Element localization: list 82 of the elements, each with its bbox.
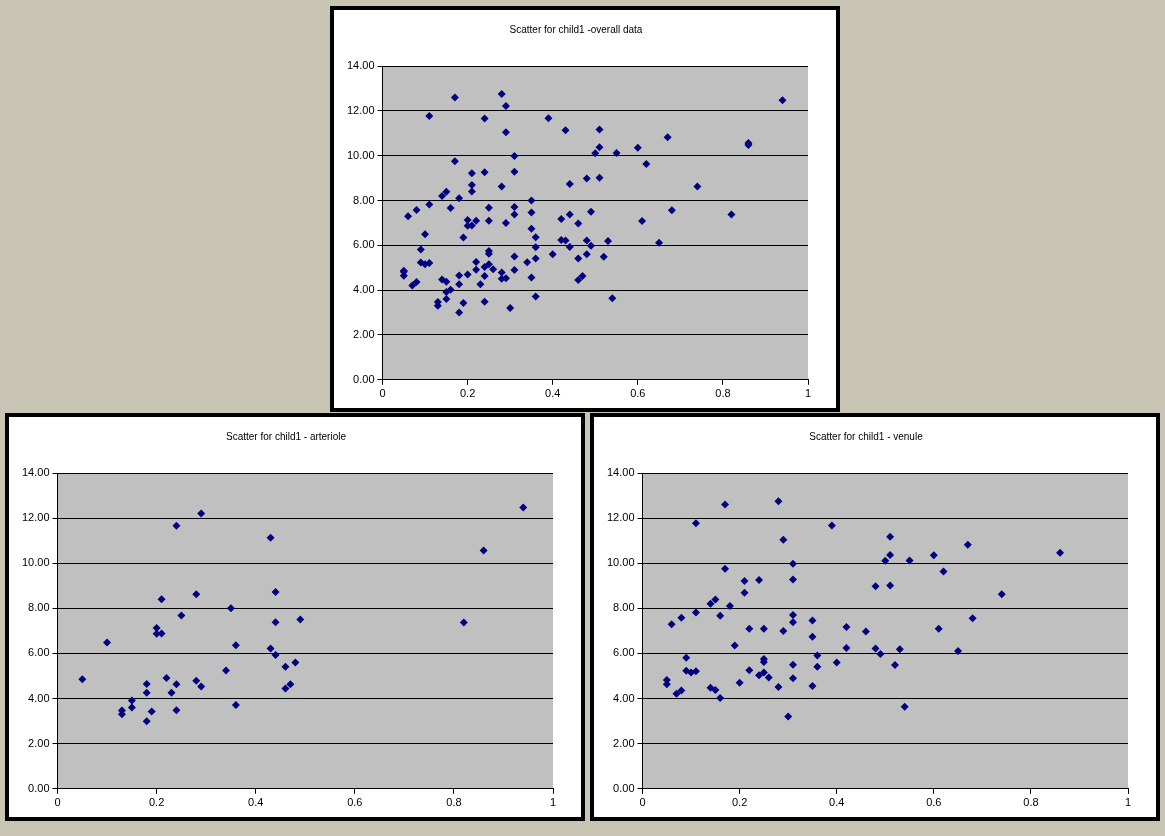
point — [286, 680, 295, 689]
x-tick-label: 0.8 — [1023, 796, 1039, 809]
point — [266, 644, 275, 653]
y-tick-label: 4.00 — [28, 691, 50, 704]
point — [296, 615, 305, 624]
point — [197, 682, 206, 691]
point — [177, 611, 186, 620]
point — [172, 706, 181, 715]
point — [226, 604, 235, 613]
x-tick-label: 0.6 — [926, 796, 942, 809]
y-tick-label: 0.00 — [28, 781, 50, 794]
point — [479, 546, 488, 555]
y-tick-label: 2.00 — [353, 328, 375, 340]
point — [271, 651, 280, 660]
chart-title: Scatter for child1 - venule — [809, 430, 924, 442]
point — [192, 676, 201, 685]
x-tick-label: 0.2 — [731, 796, 748, 809]
point — [519, 503, 528, 512]
y-tick-label: 12.00 — [607, 511, 635, 524]
y-tick-label: 0.00 — [613, 781, 635, 794]
point — [281, 684, 290, 693]
y-tick-label: 2.00 — [613, 736, 635, 749]
x-tick-label: 0 — [639, 796, 646, 809]
x-tick-label: 1 — [549, 796, 557, 809]
y-tick-label: 14.00 — [347, 59, 375, 72]
x-tick-label: 0.4 — [829, 796, 845, 809]
point — [459, 618, 468, 627]
x-tick-label: 1 — [804, 387, 812, 400]
point — [103, 638, 112, 647]
point — [271, 618, 280, 627]
y-tick-label: 10.00 — [22, 556, 50, 569]
x-tick-label: 0.8 — [446, 796, 462, 809]
x-tick-label: 0.2 — [148, 796, 165, 809]
point — [147, 707, 156, 716]
y-tick-label: 10.00 — [607, 556, 635, 569]
y-tick-label: 4.00 — [613, 691, 635, 704]
x-tick-label: 0.8 — [715, 387, 731, 400]
y-tick-label: 10.00 — [347, 148, 375, 161]
y-tick-label: 14.00 — [607, 466, 635, 479]
x-tick-label: 0.4 — [248, 796, 264, 809]
x-tick-label: 0.2 — [459, 387, 476, 400]
y-tick-label: 6.00 — [353, 238, 375, 251]
point — [192, 590, 201, 599]
point — [271, 587, 280, 596]
x-tick-label: 0.4 — [545, 387, 561, 400]
point — [127, 703, 136, 712]
chart-title: Scatter for child1 -overall data — [509, 23, 643, 35]
point — [142, 688, 151, 697]
point — [152, 623, 161, 632]
y-tick-label: 0.00 — [353, 372, 375, 385]
x-tick-label: 1 — [1124, 796, 1132, 809]
point — [231, 641, 240, 650]
y-tick-label: 8.00 — [28, 601, 50, 614]
point — [167, 688, 176, 697]
y-tick-label: 8.00 — [613, 601, 635, 614]
x-tick-label: 0.6 — [630, 387, 646, 400]
y-tick-label: 14.00 — [22, 466, 50, 479]
y-tick-label: 12.00 — [22, 511, 50, 524]
y-tick-label: 2.00 — [28, 736, 50, 749]
x-tick-label: 0 — [54, 796, 61, 809]
point — [197, 509, 206, 518]
x-tick-label: 0 — [379, 387, 386, 400]
x-tick-label: 0.6 — [347, 796, 363, 809]
point — [162, 674, 171, 683]
point — [78, 675, 87, 684]
y-tick-label: 12.00 — [347, 103, 375, 116]
point — [172, 680, 181, 689]
y-tick-label: 4.00 — [353, 283, 375, 296]
point — [157, 595, 166, 604]
point — [291, 658, 300, 667]
y-tick-label: 6.00 — [613, 646, 635, 659]
point — [127, 696, 136, 705]
point — [266, 533, 275, 542]
point — [142, 717, 151, 726]
point — [231, 700, 240, 709]
point — [142, 679, 151, 688]
y-tick-label: 6.00 — [28, 646, 50, 659]
point — [281, 662, 290, 671]
y-tick-label: 8.00 — [353, 193, 375, 206]
point — [172, 521, 181, 530]
point — [221, 666, 230, 675]
chart-title: Scatter for child1 - arteriole — [225, 430, 347, 442]
